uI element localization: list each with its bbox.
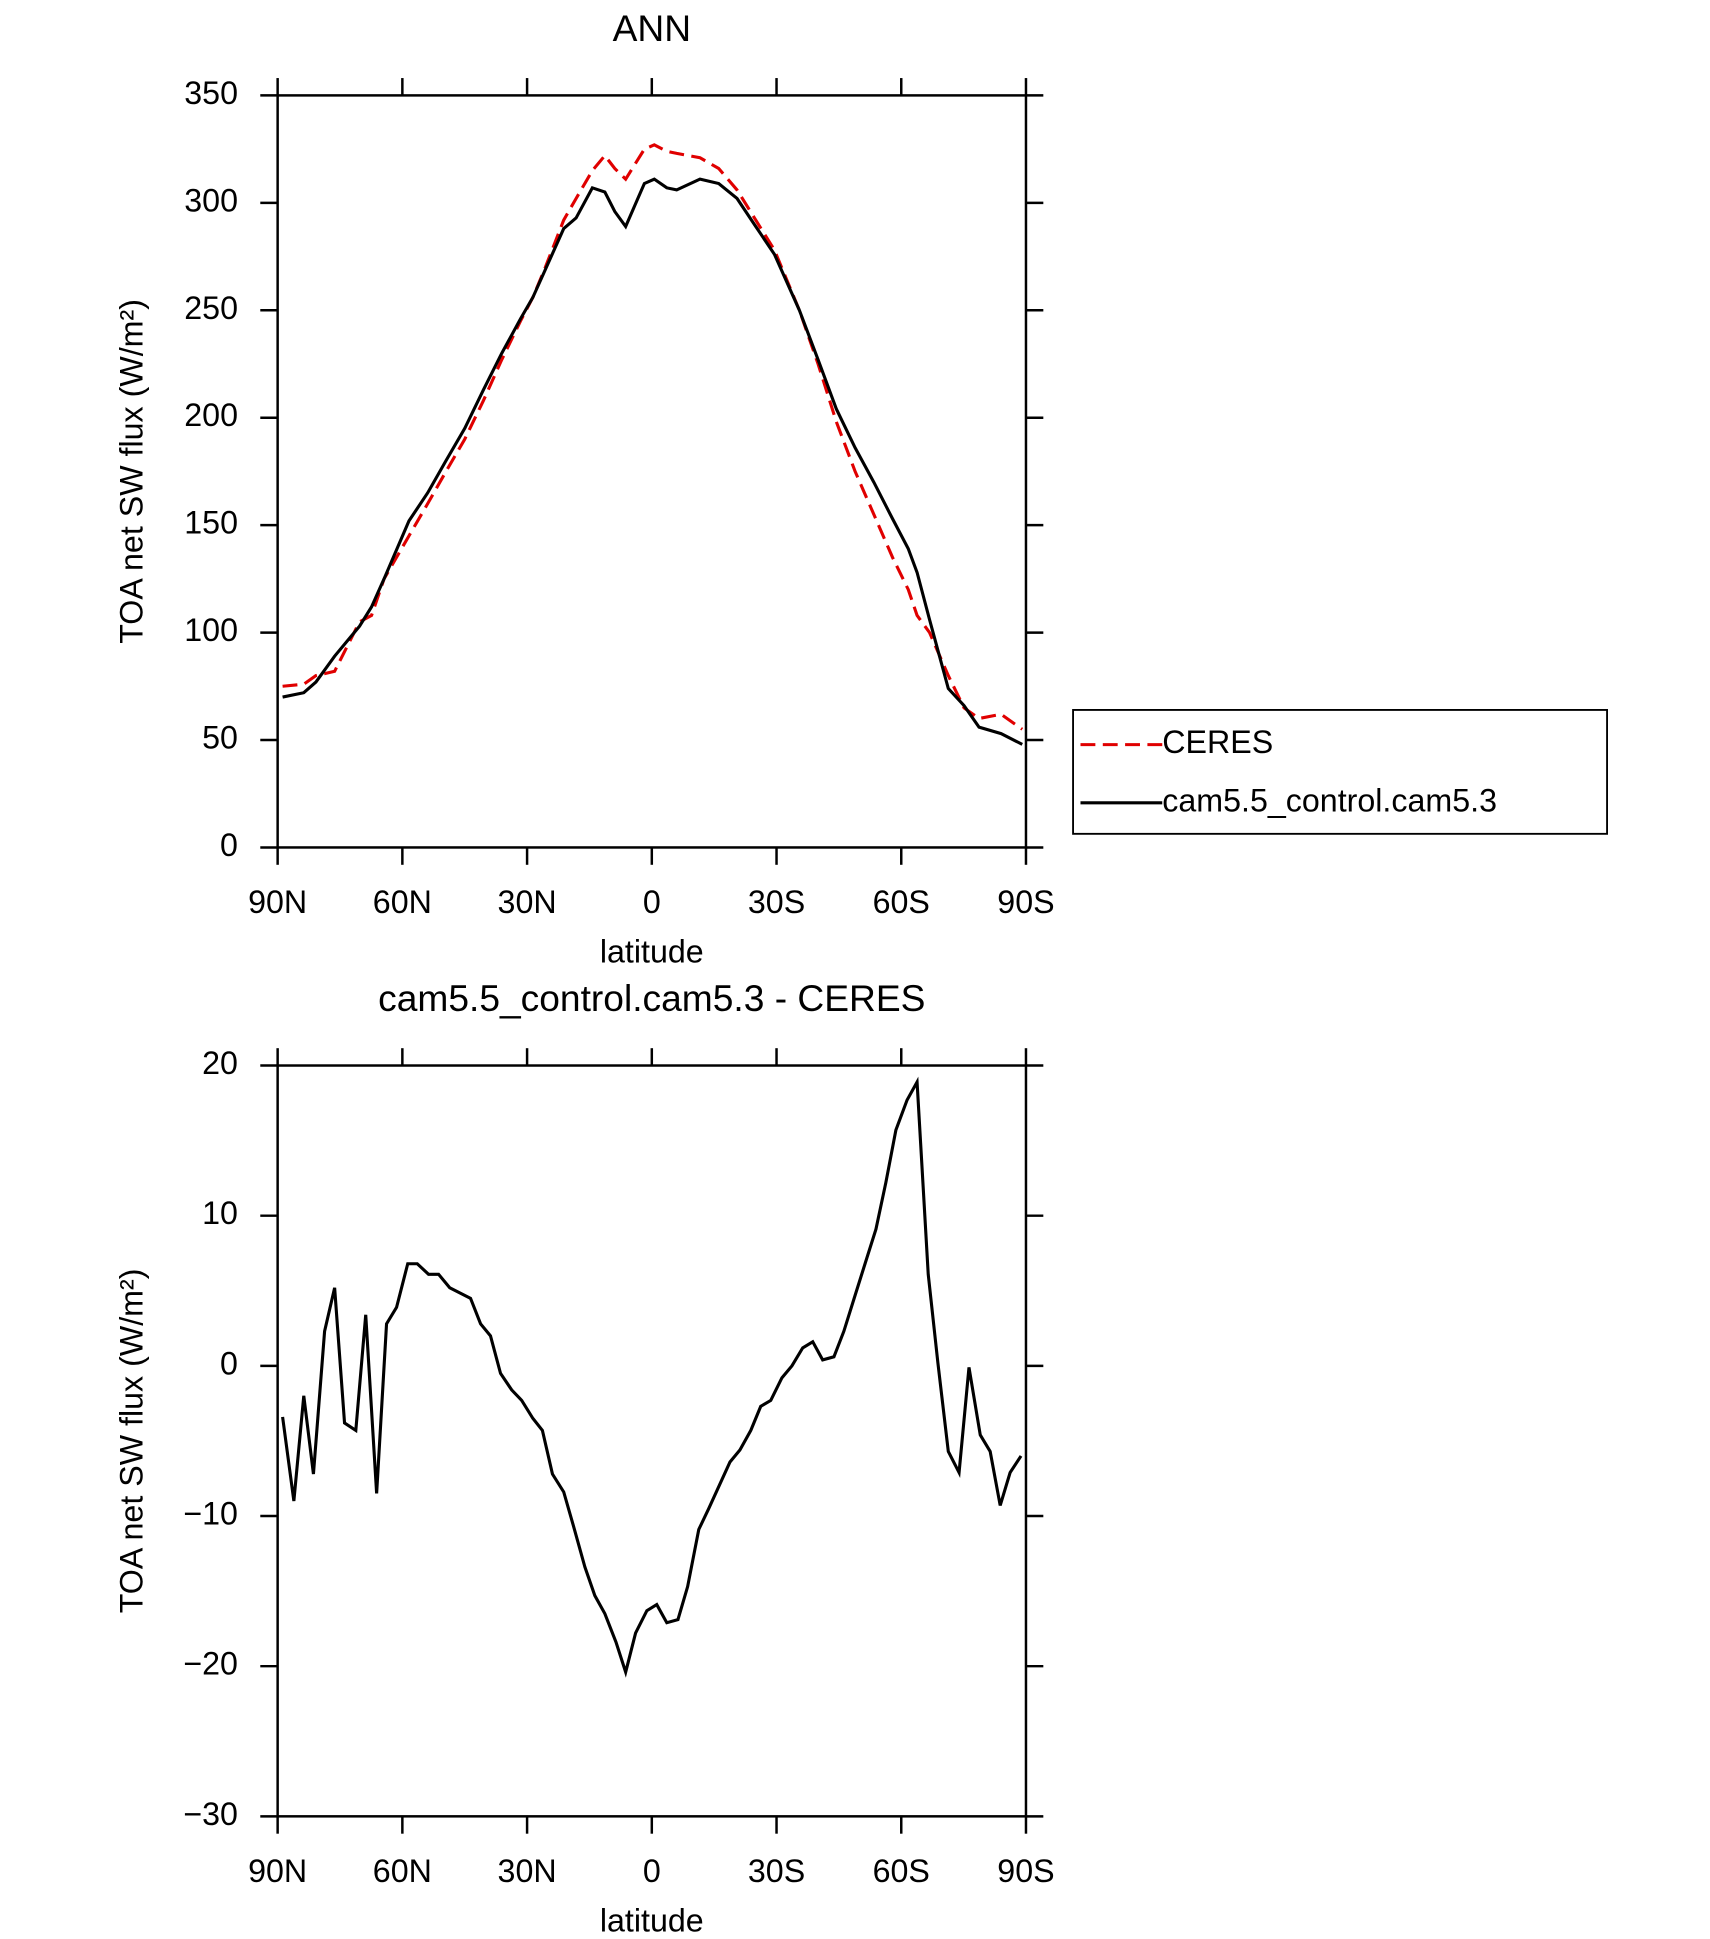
y-tick-label: 350 xyxy=(184,75,238,111)
x-tick-label: 30S xyxy=(748,1853,805,1889)
y-tick-label: 200 xyxy=(184,397,238,433)
y-tick-label: 250 xyxy=(184,290,238,326)
x-tick-label: 90S xyxy=(997,1853,1054,1889)
y-tick-label: 50 xyxy=(202,720,238,756)
plot-frame xyxy=(276,1064,1028,1818)
x-tick-label: 90S xyxy=(997,884,1054,920)
y-tick-label: 20 xyxy=(202,1045,238,1081)
y-tick-label: 300 xyxy=(184,182,238,218)
x-tick-label: 30S xyxy=(748,884,805,920)
x-tick-label: 60N xyxy=(373,884,432,920)
x-tick-label: 30N xyxy=(498,884,557,920)
x-tick-label: 60S xyxy=(873,1853,930,1889)
y-tick-label: −10 xyxy=(183,1496,238,1532)
y-tick-label: −20 xyxy=(183,1646,238,1682)
legend-label: CERES xyxy=(1162,724,1273,760)
data-line xyxy=(281,1076,1023,1678)
y-tick-label: 10 xyxy=(202,1195,238,1231)
x-tick-label: 60S xyxy=(873,884,930,920)
data-line xyxy=(282,177,1023,746)
x-tick-label: 30N xyxy=(498,1853,557,1889)
y-tick-label: 0 xyxy=(220,1345,238,1381)
plot-frame xyxy=(276,94,1028,849)
legend: CERES cam5.5_control.cam5.3 xyxy=(1072,709,1608,835)
x-tick-label: 0 xyxy=(643,1853,661,1889)
legend-label: cam5.5_control.cam5.3 xyxy=(1162,782,1497,818)
x-tick-label: 60N xyxy=(373,1853,432,1889)
data-line xyxy=(282,143,1024,731)
x-axis-label: latitude xyxy=(600,1902,704,1938)
chart-title: ANN xyxy=(613,7,691,49)
y-tick-label: −30 xyxy=(183,1796,238,1832)
x-tick-label: 90N xyxy=(248,884,307,920)
y-tick-label: 100 xyxy=(184,612,238,648)
x-axis-label: latitude xyxy=(600,934,704,970)
y-axis-label: TOA net SW flux (W/m²) xyxy=(113,1269,149,1614)
x-tick-label: 0 xyxy=(643,884,661,920)
y-tick-label: 0 xyxy=(220,827,238,863)
y-axis-label: TOA net SW flux (W/m²) xyxy=(113,299,149,644)
x-tick-label: 90N xyxy=(248,1853,307,1889)
chart-title: cam5.5_control.cam5.3 - CERES xyxy=(378,977,925,1019)
legend-box xyxy=(1072,709,1608,835)
y-tick-label: 150 xyxy=(184,505,238,541)
